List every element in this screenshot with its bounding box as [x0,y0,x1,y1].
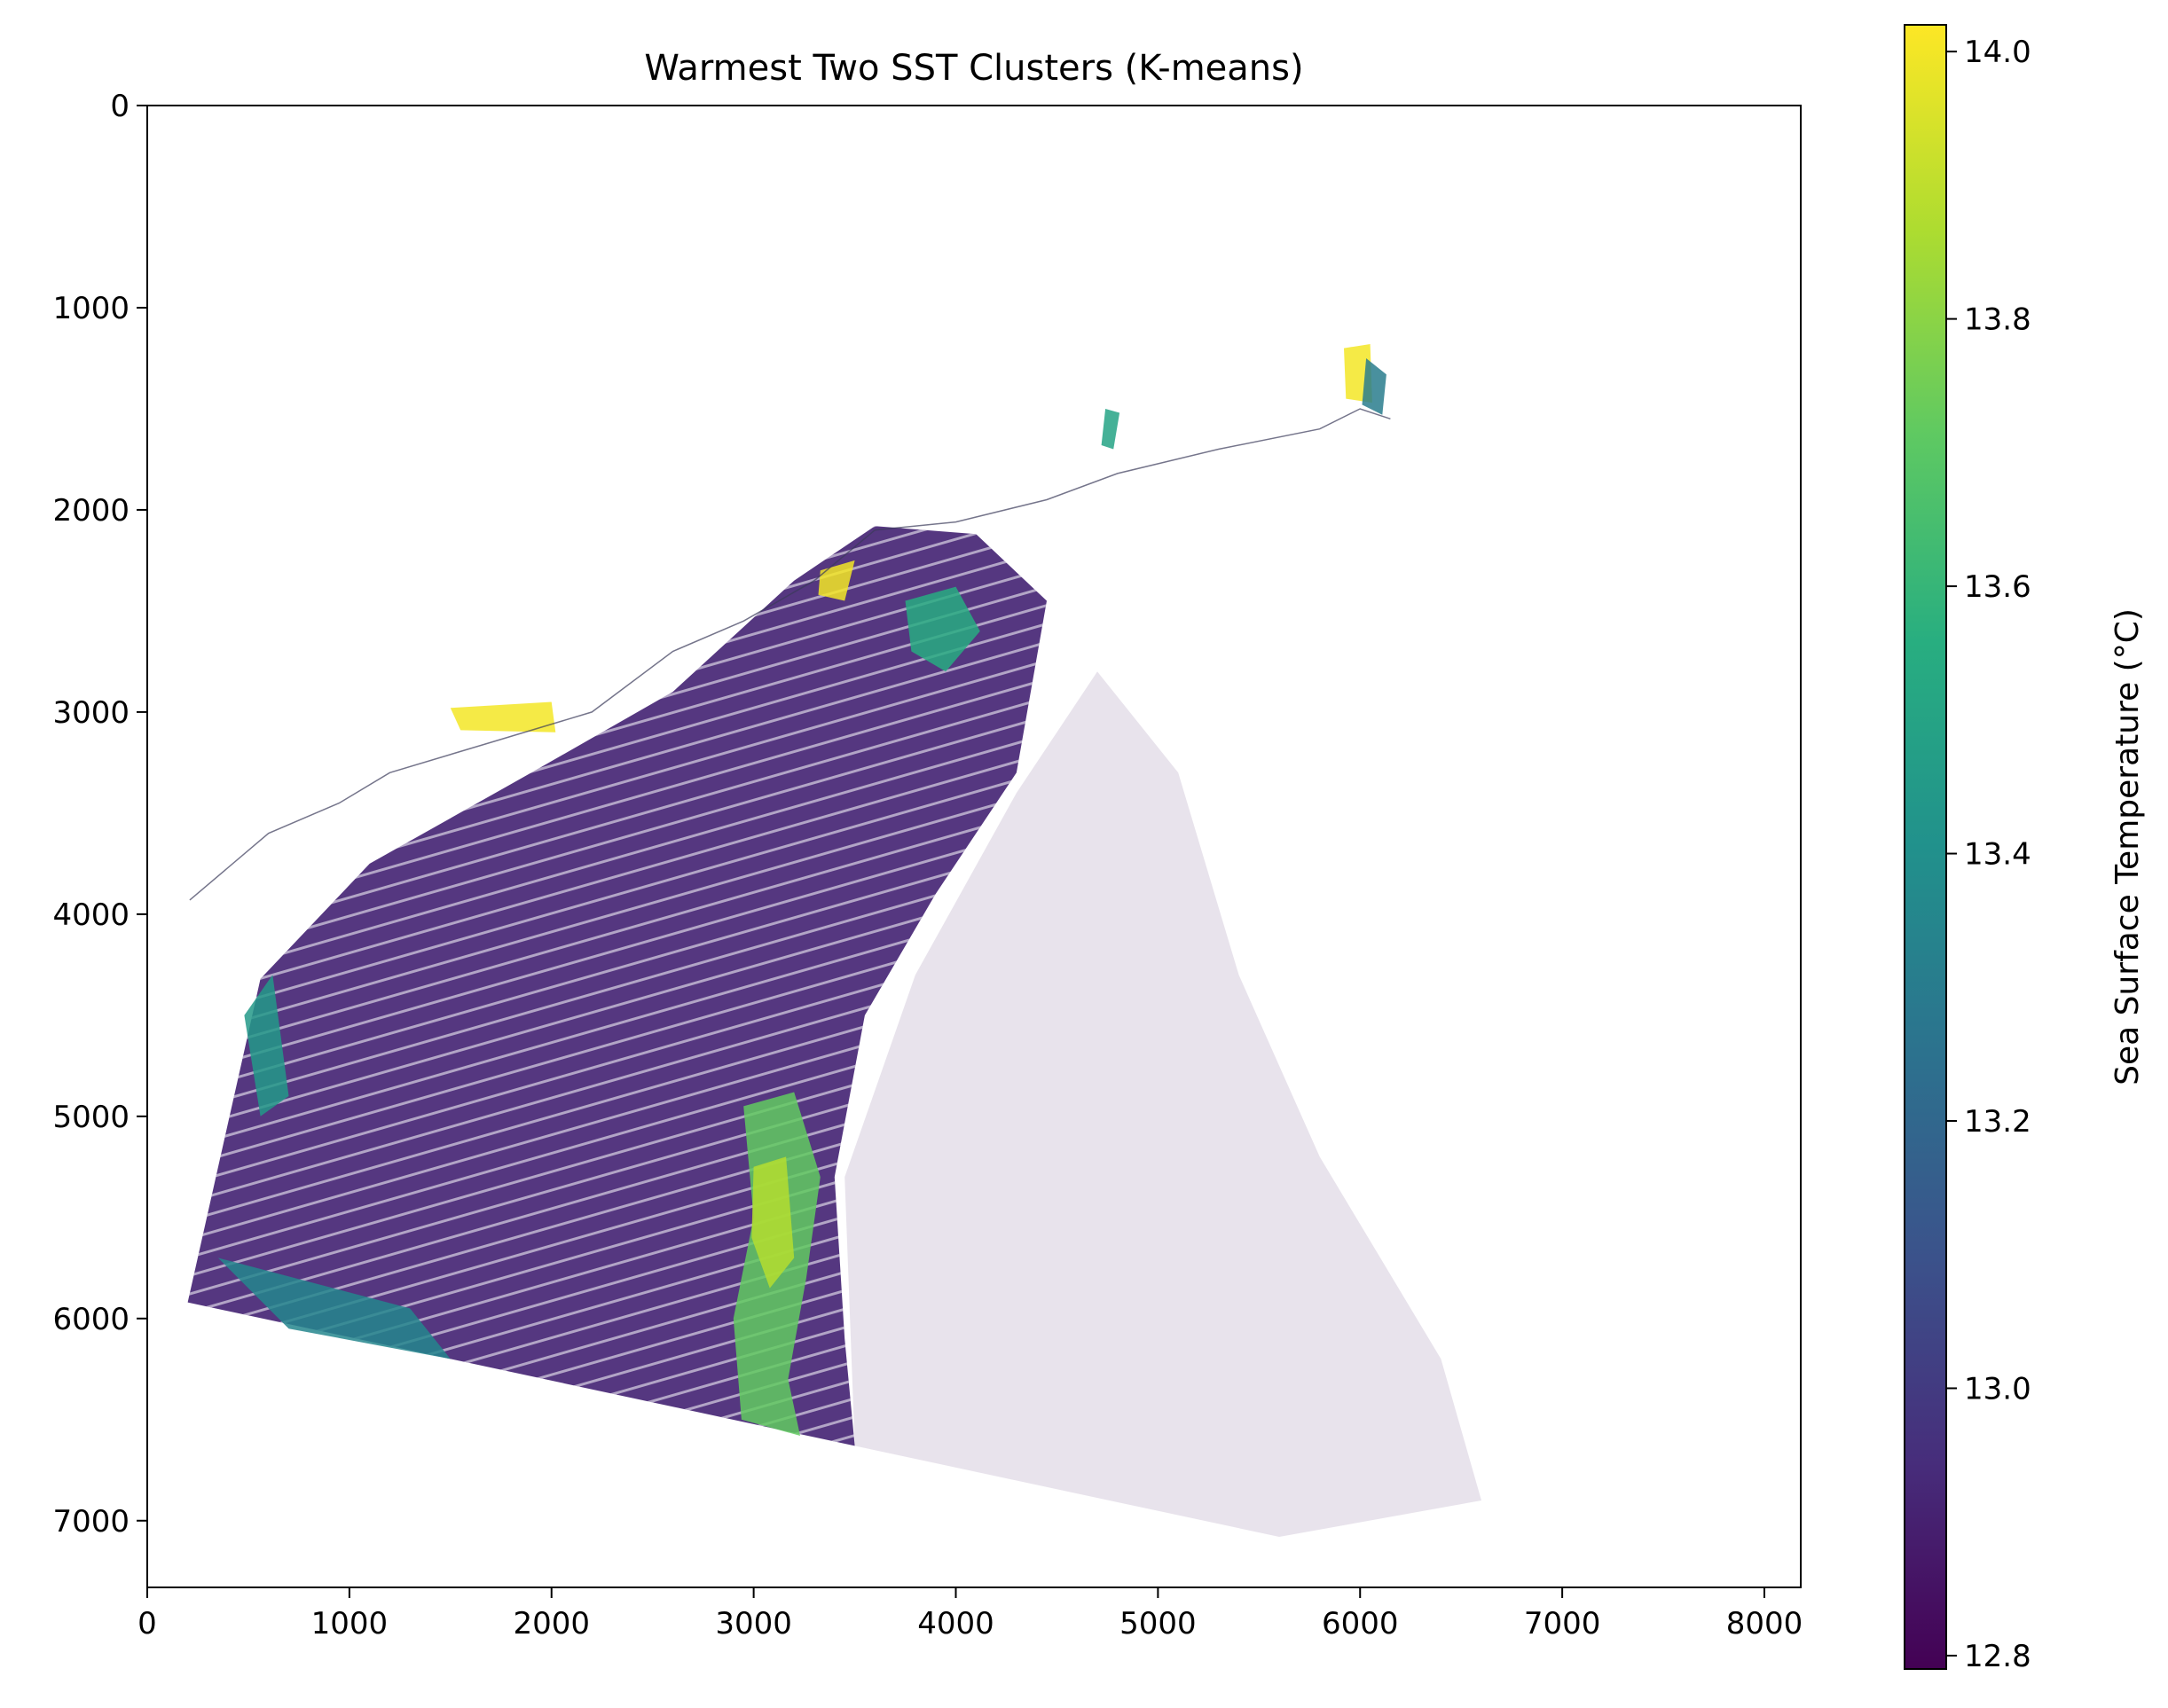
colorbar-tick-label: 13.4 [1964,837,2031,873]
colorbar-gradient [1904,24,1947,1670]
colorbar-tick-label: 14.0 [1964,35,2031,70]
plot-area [187,344,1481,1537]
y-tick-label: 2000 [52,493,130,529]
region-coast-teal-2 [1101,409,1120,450]
chart-title: Warmest Two SST Clusters (K-means) [644,48,1303,89]
colorbar-tick-label: 13.2 [1964,1104,2031,1140]
region-warm-south-west [217,1257,451,1359]
swath-scanlines [187,526,1048,1446]
region-warm-north-eddy [905,586,980,672]
y-tick-label: 6000 [52,1302,130,1337]
x-tick-label: 0 [137,1606,157,1641]
colorbar-label: Sea Surface Temperature (°C) [2109,608,2146,1085]
y-tick-label: 4000 [52,897,130,933]
x-tick-label: 5000 [1119,1606,1197,1641]
x-tick-label: 1000 [311,1606,389,1641]
region-coast-yellow-3 [450,701,556,733]
region-warm-west-edge [244,975,289,1116]
colorbar-tick-label: 12.8 [1964,1639,2031,1674]
x-tick-label: 8000 [1726,1606,1803,1641]
x-tick-label: 7000 [1524,1606,1601,1641]
x-axis: 0 1000 2000 3000 4000 5000 6000 7000 8000 [137,1587,1803,1641]
x-tick-label: 6000 [1322,1606,1399,1641]
region-coast-teal-1 [1362,358,1386,415]
colorbar: 12.8 13.0 13.2 13.4 13.6 13.8 14.0 Sea Surface… [1904,24,2146,1674]
y-tick-label: 7000 [52,1504,130,1540]
x-tick-label: 4000 [917,1606,994,1641]
y-axis: 0 1000 2000 3000 4000 5000 6000 7000 [52,89,147,1540]
colorbar-tick-label: 13.0 [1964,1371,2031,1406]
x-tick-label: 3000 [715,1606,792,1641]
y-tick-label: 1000 [52,291,130,326]
x-tick-label: 2000 [513,1606,590,1641]
region-faint-offshore [844,671,1481,1537]
colorbar-tick-label: 13.8 [1964,302,2031,338]
colorbar-ticks: 12.8 13.0 13.2 13.4 13.6 13.8 14.0 [1946,35,2031,1674]
plot-frame [146,105,1802,1588]
region-warm-core [751,1156,795,1289]
y-tick-label: 3000 [52,695,130,731]
y-tick-label: 0 [110,89,130,124]
y-tick-label: 5000 [52,1100,130,1135]
coastline [189,408,1391,901]
colorbar-tick-label: 13.6 [1964,569,2031,605]
